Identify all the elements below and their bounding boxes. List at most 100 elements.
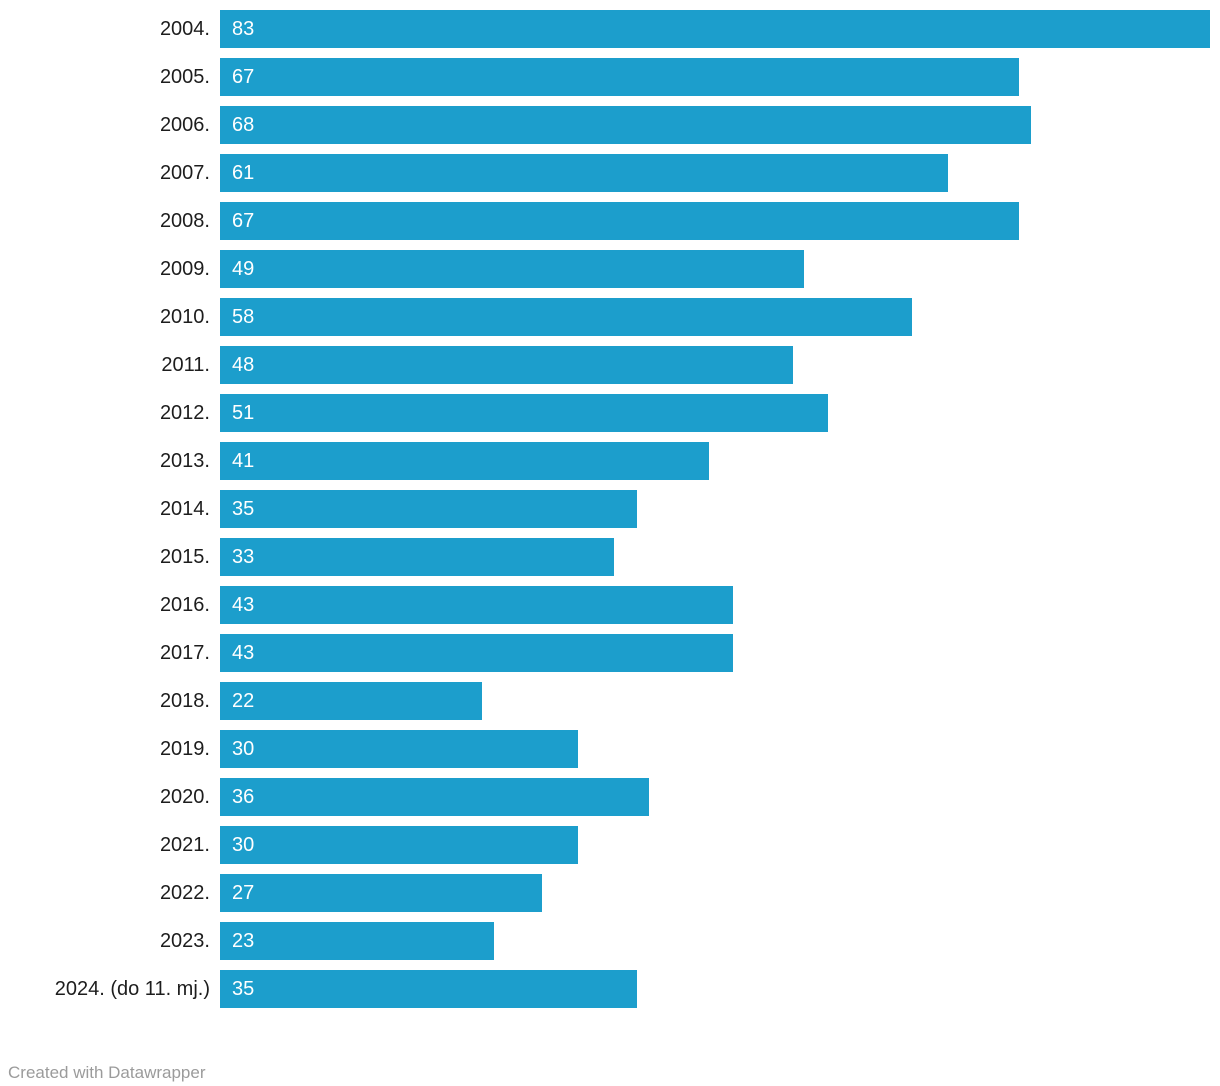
bar: 48 <box>220 346 793 384</box>
chart-row: 2010. 58 <box>0 298 1210 336</box>
value-label: 48 <box>232 354 255 376</box>
value-label: 35 <box>232 978 255 1000</box>
category-label: 2008. <box>159 210 210 232</box>
bar-track: 48 <box>220 346 1210 384</box>
bar-track: 27 <box>220 874 1210 912</box>
bar: 30 <box>220 730 578 768</box>
category-label: 2012. <box>159 402 210 424</box>
chart-row: 2016. 43 <box>0 586 1210 624</box>
bar-track: 22 <box>220 682 1210 720</box>
chart-row: 2004. 83 <box>0 10 1210 48</box>
datawrapper-attribution-link[interactable]: Created with Datawrapper <box>8 1063 206 1082</box>
chart-row: 2024. (do 11. mj.) 35 <box>0 970 1210 1008</box>
chart-row: 2015. 33 <box>0 538 1210 576</box>
category-label: 2023. <box>159 930 210 952</box>
category-label: 2022. <box>159 882 210 904</box>
category-label: 2015. <box>159 546 210 568</box>
bar-track: 41 <box>220 442 1210 480</box>
bar: 83 <box>220 10 1210 48</box>
bar-track: 61 <box>220 154 1210 192</box>
chart-rows: 2004. 83 2005. 67 2006. 68 2007. 61 2008. 67 2009.… <box>0 10 1220 1008</box>
bar: 67 <box>220 58 1020 96</box>
bar-track: 58 <box>220 298 1210 336</box>
value-label: 49 <box>232 258 255 280</box>
bar-track: 83 <box>220 10 1210 48</box>
chart-row: 2014. 35 <box>0 490 1210 528</box>
category-label: 2013. <box>159 450 210 472</box>
bar-track: 51 <box>220 394 1210 432</box>
bar-track: 43 <box>220 634 1210 672</box>
value-label: 61 <box>232 162 255 184</box>
category-label: 2009. <box>159 258 210 280</box>
bar-track: 35 <box>220 970 1210 1008</box>
chart-row: 2007. 61 <box>0 154 1210 192</box>
bar: 22 <box>220 682 483 720</box>
bar: 23 <box>220 922 495 960</box>
bar: 43 <box>220 586 733 624</box>
value-label: 68 <box>232 114 255 136</box>
chart-row: 2008. 67 <box>0 202 1210 240</box>
bar-track: 23 <box>220 922 1210 960</box>
bar: 51 <box>220 394 829 432</box>
chart-row: 2013. 41 <box>0 442 1210 480</box>
bar: 41 <box>220 442 710 480</box>
value-label: 41 <box>232 450 255 472</box>
value-label: 35 <box>232 498 255 520</box>
value-label: 30 <box>232 738 255 760</box>
bar: 33 <box>220 538 614 576</box>
chart-row: 2018. 22 <box>0 682 1210 720</box>
chart-row: 2022. 27 <box>0 874 1210 912</box>
value-label: 83 <box>232 18 255 40</box>
value-label: 43 <box>232 642 255 664</box>
bar: 58 <box>220 298 912 336</box>
category-label: 2019. <box>159 738 210 760</box>
bar: 35 <box>220 970 638 1008</box>
bar: 68 <box>220 106 1032 144</box>
value-label: 30 <box>232 834 255 856</box>
value-label: 43 <box>232 594 255 616</box>
bar-track: 36 <box>220 778 1210 816</box>
category-label: 2021. <box>159 834 210 856</box>
category-label: 2024. (do 11. mj.) <box>54 978 210 1000</box>
bar-track: 67 <box>220 58 1210 96</box>
chart-row: 2017. 43 <box>0 634 1210 672</box>
bar-track: 43 <box>220 586 1210 624</box>
chart-row: 2005. 67 <box>0 58 1210 96</box>
value-label: 67 <box>232 66 255 88</box>
value-label: 22 <box>232 690 255 712</box>
bar-track: 68 <box>220 106 1210 144</box>
category-label: 2004. <box>159 18 210 40</box>
value-label: 27 <box>232 882 255 904</box>
bar-track: 33 <box>220 538 1210 576</box>
bar: 36 <box>220 778 650 816</box>
bar: 35 <box>220 490 638 528</box>
bar: 61 <box>220 154 948 192</box>
bar: 43 <box>220 634 733 672</box>
chart-row: 2021. 30 <box>0 826 1210 864</box>
chart-row: 2006. 68 <box>0 106 1210 144</box>
category-label: 2007. <box>159 162 210 184</box>
category-label: 2011. <box>161 354 210 376</box>
category-label: 2018. <box>159 690 210 712</box>
value-label: 51 <box>232 402 255 424</box>
value-label: 23 <box>232 930 255 952</box>
category-label: 2016. <box>159 594 210 616</box>
chart-row: 2012. 51 <box>0 394 1210 432</box>
bar-track: 67 <box>220 202 1210 240</box>
chart-row: 2020. 36 <box>0 778 1210 816</box>
bar: 30 <box>220 826 578 864</box>
bar-track: 35 <box>220 490 1210 528</box>
bar-track: 30 <box>220 730 1210 768</box>
bar: 67 <box>220 202 1020 240</box>
chart-row: 2019. 30 <box>0 730 1210 768</box>
value-label: 33 <box>232 546 255 568</box>
value-label: 58 <box>232 306 255 328</box>
category-label: 2010. <box>159 306 210 328</box>
chart-row: 2023. 23 <box>0 922 1210 960</box>
value-label: 67 <box>232 210 255 232</box>
category-label: 2020. <box>159 786 210 808</box>
chart-row: 2009. 49 <box>0 250 1210 288</box>
category-label: 2017. <box>159 642 210 664</box>
category-label: 2005. <box>159 66 210 88</box>
